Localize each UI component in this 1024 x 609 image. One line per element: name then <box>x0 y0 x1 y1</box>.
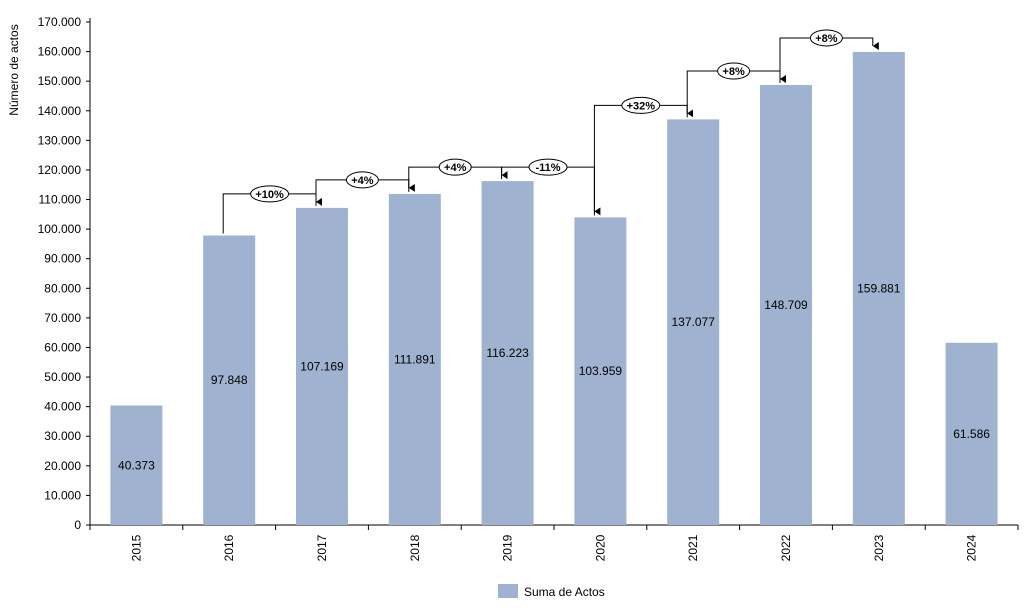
data-label-2017: 107.169 <box>300 359 344 373</box>
growth-badge-2018-2019 <box>438 158 472 176</box>
bar-2024 <box>945 342 998 525</box>
bar-2015 <box>110 405 163 525</box>
growth-label-2016-2017: +10% <box>255 189 284 201</box>
bar-2023 <box>852 51 905 525</box>
y-tick-label: 160.000 <box>38 45 82 59</box>
y-tick-label: 20.000 <box>44 459 81 473</box>
data-label-2020: 103.959 <box>579 364 623 378</box>
x-tick-label-2016: 2016 <box>222 534 236 561</box>
y-tick-label: 80.000 <box>44 281 81 295</box>
legend-label: Suma de Actos <box>524 585 605 599</box>
y-tick-label: 0 <box>74 518 81 532</box>
growth-badge-2016-2017 <box>250 185 290 203</box>
y-tick-label: 120.000 <box>38 163 82 177</box>
y-tick-label: 100.000 <box>38 222 82 236</box>
growth-label-2018-2019: +4% <box>444 162 467 174</box>
y-tick-label: 10.000 <box>44 488 81 502</box>
data-label-2016: 97.848 <box>211 373 248 387</box>
growth-badge-2021-2022 <box>717 62 751 80</box>
x-tick-label-2023: 2023 <box>872 534 886 561</box>
growth-label-2022-2023: +8% <box>815 33 838 45</box>
data-label-2024: 61.586 <box>953 427 990 441</box>
x-tick-label-2021: 2021 <box>686 534 700 561</box>
x-tick-label-2020: 2020 <box>593 534 607 561</box>
x-tick-label-2024: 2024 <box>965 534 979 561</box>
y-tick-label: 90.000 <box>44 252 81 266</box>
y-tick-label: 110.000 <box>39 193 82 207</box>
y-tick-label: 150.000 <box>38 74 82 88</box>
y-tick-label: 130.000 <box>38 133 82 147</box>
growth-badge-2017-2018 <box>345 171 379 189</box>
growth-label-2017-2018: +4% <box>351 175 374 187</box>
y-axis-title: Número de actos <box>7 24 21 115</box>
data-label-2021: 137.077 <box>672 315 716 329</box>
data-label-2022: 148.709 <box>764 298 808 312</box>
y-tick-label: 60.000 <box>44 340 81 354</box>
growth-label-2020-2021: +32% <box>627 100 656 112</box>
data-label-2019: 116.223 <box>486 346 529 360</box>
y-tick-label: 170.000 <box>38 15 82 29</box>
bar-2016 <box>203 235 256 525</box>
bar-2017 <box>296 207 348 526</box>
growth-badge-2020-2021 <box>621 96 661 114</box>
y-tick-label: 30.000 <box>44 429 81 443</box>
x-tick-label-2017: 2017 <box>315 534 329 561</box>
bar-2020 <box>574 217 627 525</box>
y-tick-label: 50.000 <box>44 370 81 384</box>
data-label-2018: 111.891 <box>394 352 436 366</box>
legend-swatch <box>498 584 518 598</box>
x-tick-label-2018: 2018 <box>408 534 422 561</box>
growth-label-2019-2020: -11% <box>535 162 560 174</box>
bar-2019 <box>481 181 534 526</box>
bar-2021 <box>667 119 720 526</box>
bar-2018 <box>388 193 441 526</box>
growth-label-2021-2022: +8% <box>722 66 745 78</box>
growth-badge-2019-2020 <box>528 158 568 176</box>
y-tick-label: 40.000 <box>44 400 81 414</box>
x-tick-label-2019: 2019 <box>501 534 515 561</box>
growth-badge-2022-2023 <box>809 29 843 47</box>
data-label-2023: 159.881 <box>857 281 901 295</box>
y-tick-label: 70.000 <box>44 311 81 325</box>
data-label-2015: 40.373 <box>118 458 155 472</box>
x-tick-label-2015: 2015 <box>129 534 143 561</box>
y-tick-label: 140.000 <box>38 104 82 118</box>
x-tick-label-2022: 2022 <box>779 534 793 561</box>
bar-2022 <box>760 84 812 526</box>
